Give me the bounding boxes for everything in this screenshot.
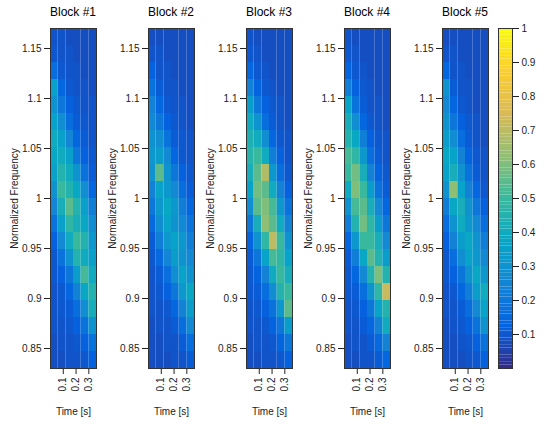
svg-text:0.95: 0.95 <box>316 243 336 254</box>
svg-text:1: 1 <box>428 193 434 204</box>
svg-text:0.9: 0.9 <box>522 57 536 68</box>
html-text:Block #3: Block #3 <box>246 5 292 19</box>
svg-text:Normalized Frequency: Normalized Frequency <box>107 148 118 249</box>
html-text:Block #2: Block #2 <box>148 5 194 19</box>
svg-text:0.85: 0.85 <box>218 343 238 354</box>
svg-text:1.1: 1.1 <box>126 93 140 104</box>
svg-text:1.05: 1.05 <box>120 143 140 154</box>
svg-text:1.1: 1.1 <box>224 93 238 104</box>
svg-text:0.6: 0.6 <box>522 159 536 170</box>
svg-text:0.1: 0.1 <box>155 377 166 391</box>
html-text:Block #4: Block #4 <box>344 5 390 19</box>
svg-text:0.3: 0.3 <box>83 377 94 391</box>
svg-text:0.1: 0.1 <box>351 377 362 391</box>
svg-text:0.9: 0.9 <box>28 293 42 304</box>
svg-text:1.15: 1.15 <box>22 43 42 54</box>
svg-text:0.3: 0.3 <box>181 377 192 391</box>
html-text:Block #5: Block #5 <box>442 5 488 19</box>
svg-text:Normalized Frequency: Normalized Frequency <box>303 148 314 249</box>
svg-text:1.15: 1.15 <box>414 43 434 54</box>
svg-text:0.1: 0.1 <box>253 377 264 391</box>
svg-text:Time [s]: Time [s] <box>350 406 385 417</box>
svg-text:0.95: 0.95 <box>218 243 238 254</box>
svg-text:1.05: 1.05 <box>218 143 238 154</box>
svg-text:1.15: 1.15 <box>120 43 140 54</box>
svg-text:0.7: 0.7 <box>522 125 536 136</box>
svg-text:0.85: 0.85 <box>414 343 434 354</box>
svg-text:0.8: 0.8 <box>522 91 536 102</box>
svg-text:Normalized Frequency: Normalized Frequency <box>205 148 216 249</box>
svg-text:0.4: 0.4 <box>522 227 536 238</box>
svg-text:0.3: 0.3 <box>377 377 388 391</box>
svg-text:0.85: 0.85 <box>22 343 42 354</box>
svg-text:0.9: 0.9 <box>322 293 336 304</box>
svg-text:0.2: 0.2 <box>364 377 375 391</box>
svg-text:0.95: 0.95 <box>22 243 42 254</box>
svg-text:1.05: 1.05 <box>316 143 336 154</box>
svg-text:1.05: 1.05 <box>414 143 434 154</box>
svg-text:1.05: 1.05 <box>22 143 42 154</box>
svg-text:0.3: 0.3 <box>522 261 536 272</box>
svg-text:0.85: 0.85 <box>120 343 140 354</box>
svg-text:1: 1 <box>330 193 336 204</box>
svg-text:1.15: 1.15 <box>316 43 336 54</box>
svg-text:1: 1 <box>36 193 42 204</box>
svg-text:Normalized Frequency: Normalized Frequency <box>9 148 20 249</box>
svg-text:0.2: 0.2 <box>462 377 473 391</box>
svg-text:1.1: 1.1 <box>420 93 434 104</box>
svg-text:1.15: 1.15 <box>218 43 238 54</box>
svg-text:1: 1 <box>522 23 528 34</box>
svg-text:0.5: 0.5 <box>522 193 536 204</box>
svg-text:0.3: 0.3 <box>279 377 290 391</box>
svg-text:0.3: 0.3 <box>475 377 486 391</box>
svg-text:Normalized Frequency: Normalized Frequency <box>401 148 412 249</box>
svg-text:0.2: 0.2 <box>266 377 277 391</box>
svg-text:0.2: 0.2 <box>522 295 536 306</box>
svg-text:1: 1 <box>232 193 238 204</box>
html-text:Block #1: Block #1 <box>50 5 96 19</box>
svg-text:0.9: 0.9 <box>126 293 140 304</box>
svg-text:0.1: 0.1 <box>522 329 536 340</box>
svg-text:Time [s]: Time [s] <box>56 406 91 417</box>
svg-text:0.95: 0.95 <box>414 243 434 254</box>
svg-text:0.85: 0.85 <box>316 343 336 354</box>
svg-text:1.1: 1.1 <box>28 93 42 104</box>
svg-text:1: 1 <box>134 193 140 204</box>
svg-text:0.1: 0.1 <box>57 377 68 391</box>
svg-text:0.2: 0.2 <box>70 377 81 391</box>
svg-text:0.9: 0.9 <box>224 293 238 304</box>
svg-text:0.1: 0.1 <box>449 377 460 391</box>
svg-text:1.1: 1.1 <box>322 93 336 104</box>
svg-text:Time [s]: Time [s] <box>448 406 483 417</box>
svg-text:0.9: 0.9 <box>420 293 434 304</box>
svg-text:Time [s]: Time [s] <box>154 406 189 417</box>
svg-text:0.95: 0.95 <box>120 243 140 254</box>
svg-text:0.2: 0.2 <box>168 377 179 391</box>
svg-text:Time [s]: Time [s] <box>252 406 287 417</box>
